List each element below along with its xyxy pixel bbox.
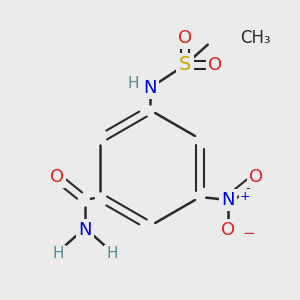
Text: H: H bbox=[127, 76, 139, 91]
Text: S: S bbox=[179, 56, 191, 74]
Text: O: O bbox=[50, 168, 64, 186]
Text: O: O bbox=[249, 168, 263, 186]
Text: O: O bbox=[208, 56, 222, 74]
Text: −: − bbox=[242, 226, 255, 241]
Text: O: O bbox=[221, 221, 235, 239]
Text: N: N bbox=[78, 221, 92, 239]
Text: O: O bbox=[178, 29, 192, 47]
Text: H: H bbox=[106, 247, 118, 262]
Text: CH₃: CH₃ bbox=[240, 29, 271, 47]
Text: N: N bbox=[221, 191, 235, 209]
Text: N: N bbox=[143, 79, 157, 97]
Text: +: + bbox=[240, 190, 250, 202]
Text: H: H bbox=[52, 247, 64, 262]
